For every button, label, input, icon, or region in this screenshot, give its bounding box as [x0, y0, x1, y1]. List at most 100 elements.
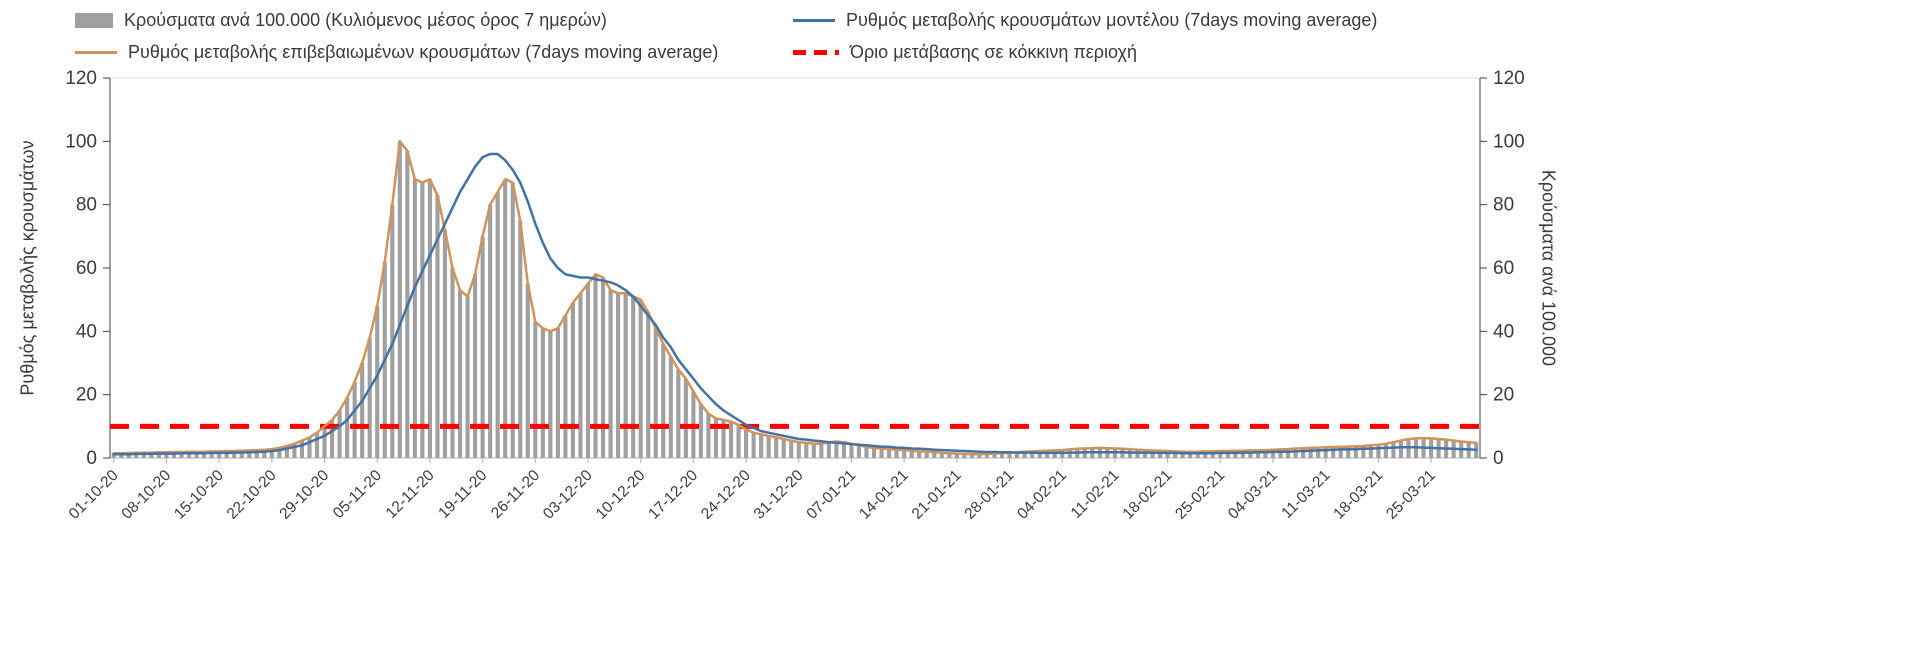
red-dash-swatch-icon [793, 49, 839, 55]
legend-item-confirmed-rate: Ρυθμός μεταβολής επιβεβαιωμένων κρουσμάτ… [75, 41, 718, 63]
bar [277, 447, 282, 458]
bar [947, 453, 952, 458]
bar [450, 268, 455, 458]
bar [1398, 440, 1404, 458]
bar [781, 439, 786, 458]
bar [713, 418, 719, 458]
bar [984, 453, 990, 458]
bar [480, 236, 485, 458]
bar [525, 283, 530, 458]
bar [1014, 452, 1020, 458]
bar [585, 283, 591, 458]
x-tick-label: 29-10-20 [276, 467, 332, 523]
bar [179, 451, 184, 458]
x-tick-label: 04-02-21 [1014, 467, 1070, 523]
bar [1368, 445, 1373, 458]
bar [887, 449, 892, 458]
x-tick-label: 18-02-21 [1120, 467, 1176, 523]
bar [954, 453, 959, 458]
bar [1255, 450, 1261, 458]
bar [924, 451, 929, 458]
bar [254, 450, 259, 458]
right-y-tick-label: 100 [1493, 131, 1525, 152]
bar [1210, 451, 1215, 458]
bar [1045, 450, 1050, 458]
bar [1263, 450, 1268, 458]
x-tick-label: 24-12-20 [698, 467, 754, 523]
bar [1301, 448, 1306, 458]
right-y-tick-label: 120 [1493, 68, 1525, 89]
bar [1331, 446, 1336, 458]
bar [442, 230, 448, 458]
bar [1030, 451, 1035, 458]
left-y-tick-label: 60 [76, 258, 97, 279]
bar [879, 448, 884, 458]
bar [698, 404, 703, 458]
bar [1218, 451, 1223, 458]
legend-label-model-rate: Ρυθμός μεταβολής κρουσμάτων μοντέλου (7d… [846, 9, 1378, 30]
bar [819, 443, 824, 458]
x-tick-label: 12-11-20 [383, 467, 438, 522]
bar [548, 331, 553, 458]
x-tick-label: 10-12-20 [593, 467, 649, 523]
bar [804, 442, 809, 458]
bar [329, 420, 335, 458]
bar [503, 179, 508, 458]
x-tick-label: 28-01-21 [961, 467, 1017, 523]
legend-label-confirmed-rate: Ρυθμός μεταβολής επιβεβαιωμένων κρουσμάτ… [128, 41, 719, 62]
left-y-tick-label: 80 [76, 195, 97, 216]
bar [932, 452, 937, 458]
left-y-tick-label: 0 [86, 448, 97, 469]
bar [269, 449, 274, 458]
x-tick-label: 11-02-21 [1068, 467, 1123, 522]
x-tick-label: 11-03-21 [1278, 467, 1333, 522]
bar [653, 328, 658, 458]
bar [616, 293, 621, 458]
bar [1180, 451, 1185, 458]
x-tick-label: 19-11-20 [435, 467, 490, 522]
x-tick-label: 26-11-20 [488, 467, 543, 522]
bar [578, 293, 583, 458]
bar [962, 453, 967, 458]
right-y-tick-label: 40 [1493, 321, 1514, 342]
bar [134, 452, 139, 458]
bar [759, 434, 764, 458]
bar [473, 274, 478, 458]
x-tick-label: 05-11-20 [330, 467, 385, 522]
bar [1308, 447, 1313, 458]
left-axis-title: Ρυθμός μεταβολής κρουσμάτων [17, 140, 38, 396]
bar [345, 397, 350, 458]
bar [1052, 450, 1057, 458]
bar [1316, 447, 1321, 458]
bar [1406, 439, 1411, 458]
bar [623, 293, 628, 458]
bar [299, 440, 305, 458]
bar [1233, 450, 1238, 458]
x-tick-label: 04-03-21 [1225, 467, 1281, 523]
bar [1248, 450, 1253, 458]
legend-item-cases-per-100k: Κρούσματα ανά 100.000 (Κυλιόμενος μέσος … [75, 9, 607, 31]
bar [999, 453, 1005, 458]
orange-line-swatch-icon [75, 50, 117, 54]
right-y-tick-label: 80 [1493, 195, 1514, 216]
x-tick-label: 25-03-21 [1383, 467, 1439, 523]
bar [841, 442, 846, 458]
bar [119, 453, 124, 458]
bar [435, 195, 440, 459]
bar [420, 182, 425, 458]
bar [902, 450, 907, 458]
bar [992, 453, 997, 458]
bar [164, 452, 169, 458]
bar [367, 337, 372, 458]
bar [1338, 446, 1343, 458]
x-tick-label: 07-01-21 [803, 467, 859, 523]
bar [563, 315, 568, 458]
bar [126, 452, 131, 458]
bar [789, 440, 794, 458]
right-axis-title: Κρούσματα ανά 100.000 [1538, 169, 1559, 367]
legend-item-red-threshold: Όριο μετάβασης σε κόκκινη περιοχή [793, 41, 1137, 63]
bar [465, 296, 470, 458]
bar [1278, 449, 1283, 458]
bar [668, 356, 673, 458]
